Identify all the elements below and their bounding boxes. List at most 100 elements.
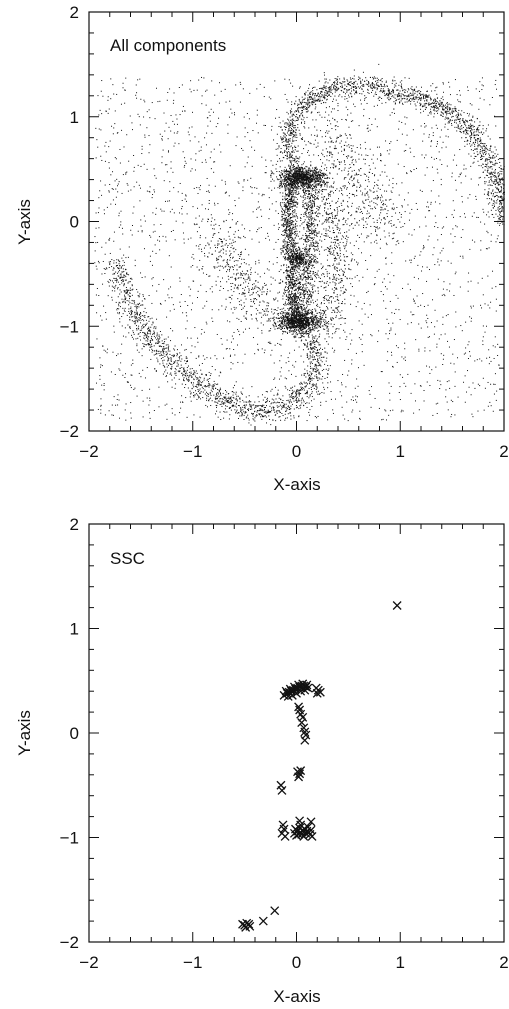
data-point	[292, 264, 294, 266]
data-point	[324, 87, 326, 89]
data-point	[313, 223, 315, 225]
data-point	[287, 236, 289, 238]
data-point	[264, 415, 266, 417]
data-point	[292, 140, 294, 142]
data-point	[224, 408, 226, 410]
data-point	[305, 202, 307, 204]
data-point	[190, 393, 192, 395]
data-point	[301, 107, 303, 109]
data-point	[295, 304, 297, 306]
data-point	[441, 102, 443, 104]
data-point	[120, 306, 122, 308]
data-point	[130, 308, 132, 310]
data-point	[484, 143, 486, 145]
data-point	[489, 156, 491, 158]
data-point	[280, 279, 282, 281]
data-point	[355, 90, 357, 92]
data-point	[190, 375, 192, 377]
data-point	[312, 232, 314, 234]
data-point	[280, 204, 282, 206]
data-point	[323, 101, 325, 103]
data-point	[285, 144, 287, 146]
data-point	[307, 235, 309, 237]
data-point	[287, 303, 289, 305]
data-point	[286, 294, 288, 296]
data-point	[181, 383, 183, 385]
data-point	[336, 82, 338, 84]
data-point	[290, 262, 292, 264]
data-point	[293, 197, 295, 199]
data-point	[451, 116, 453, 118]
data-point	[295, 219, 297, 221]
data-point	[285, 257, 287, 259]
data-point	[308, 264, 310, 266]
data-point	[298, 303, 300, 305]
data-point	[308, 310, 310, 312]
data-point	[290, 198, 292, 200]
data-point	[401, 87, 403, 89]
data-point	[317, 352, 319, 354]
data-point	[318, 371, 320, 373]
data-point	[444, 111, 446, 113]
data-point	[354, 93, 356, 95]
data-point	[310, 378, 312, 380]
data-point	[319, 88, 321, 90]
data-point	[302, 292, 304, 294]
data-point	[283, 157, 285, 159]
data-point	[502, 197, 504, 199]
data-point	[243, 419, 245, 421]
data-point	[325, 85, 327, 87]
data-point	[300, 317, 302, 319]
data-point	[153, 350, 155, 352]
data-point	[307, 110, 309, 112]
data-point	[306, 197, 308, 199]
data-point	[285, 407, 287, 409]
scatter-points	[94, 63, 505, 426]
data-point	[282, 241, 284, 243]
data-point	[346, 85, 348, 87]
data-point	[315, 260, 317, 262]
data-point	[302, 284, 304, 286]
data-point	[300, 392, 302, 394]
data-point	[305, 214, 307, 216]
data-point	[138, 325, 140, 327]
data-point	[256, 414, 258, 416]
data-point	[258, 410, 260, 412]
data-point	[277, 228, 279, 230]
data-point	[304, 249, 306, 251]
data-point	[243, 404, 245, 406]
data-point	[286, 155, 288, 157]
data-point	[290, 153, 292, 155]
data-point	[224, 411, 226, 413]
data-point	[277, 410, 279, 412]
data-point	[202, 388, 204, 390]
data-point	[259, 413, 261, 415]
data-point	[499, 222, 501, 224]
data-point	[285, 249, 287, 251]
data-point	[123, 279, 125, 281]
data-point	[306, 261, 308, 263]
data-point	[293, 242, 295, 244]
data-point	[470, 149, 472, 151]
data-point	[291, 303, 293, 305]
data-point	[185, 397, 187, 399]
data-point	[130, 312, 132, 314]
data-point	[284, 154, 286, 156]
data-point	[314, 95, 316, 97]
data-point	[293, 313, 295, 315]
data-point	[309, 91, 311, 93]
data-point	[273, 407, 275, 409]
data-point	[231, 400, 233, 402]
data-point	[298, 182, 300, 184]
data-point	[494, 195, 496, 197]
data-point	[147, 337, 149, 339]
data-point	[146, 322, 148, 324]
data-point	[292, 287, 294, 289]
data-point	[131, 299, 133, 301]
data-point	[310, 291, 312, 293]
data-point	[286, 229, 288, 231]
data-point	[285, 206, 287, 208]
data-point	[489, 146, 491, 148]
data-point	[307, 171, 309, 173]
data-point	[302, 331, 304, 333]
